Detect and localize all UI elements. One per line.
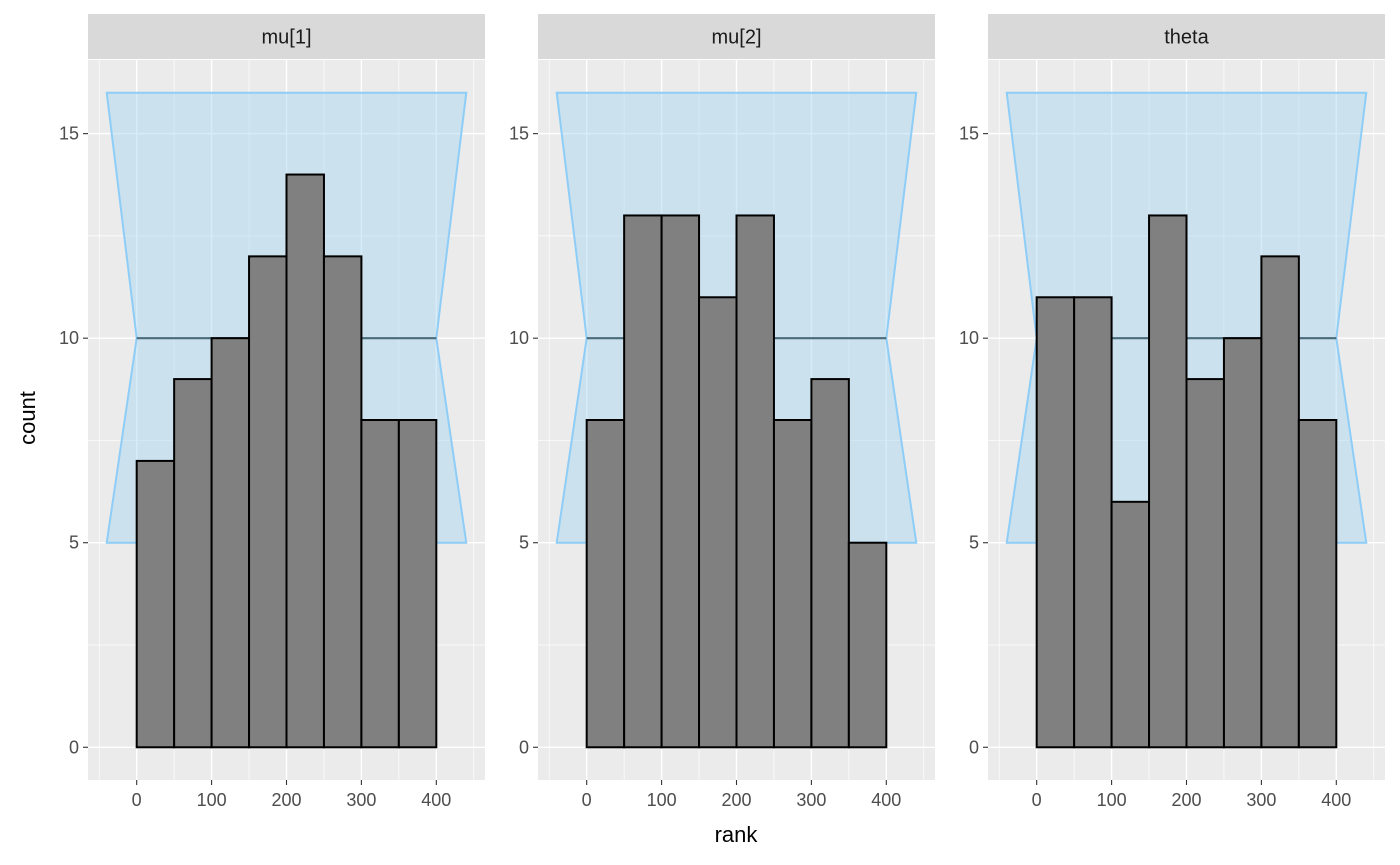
strip-label: mu[1] (261, 27, 311, 49)
y-tick-label: 10 (59, 328, 79, 348)
x-tick-label: 400 (871, 790, 901, 810)
histogram-bar (135, 459, 176, 749)
histogram-bar (1297, 419, 1338, 749)
panel-1: mu[1] 0 100 200 300 400 0 5 10 15 (59, 14, 485, 810)
x-tick-label: 0 (1032, 790, 1042, 810)
strip-label: theta (1164, 27, 1209, 49)
histogram-bar (1185, 378, 1225, 749)
histogram-bar (810, 378, 850, 749)
y-tick-label: 5 (519, 533, 529, 553)
strip-label: mu[2] (711, 27, 761, 49)
histogram-bar (285, 173, 325, 749)
x-axis-title: rank (715, 822, 759, 847)
y-tick-label: 10 (959, 328, 979, 348)
y-tick-label: 10 (509, 328, 529, 348)
histogram-bar (735, 214, 775, 749)
histogram-bar (1260, 255, 1300, 749)
histogram-bar (248, 255, 288, 749)
strip-background (538, 14, 935, 59)
x-tick-label: 100 (647, 790, 677, 810)
x-tick-label: 400 (1321, 790, 1351, 810)
x-tick-label: 200 (271, 790, 301, 810)
histogram-bar (1222, 337, 1263, 749)
histogram-bar (1110, 500, 1151, 749)
x-tick-label: 100 (197, 790, 227, 810)
y-tick-label: 15 (959, 124, 979, 144)
x-tick-label: 400 (421, 790, 451, 810)
histogram-bar (173, 378, 213, 749)
x-tick-label: 200 (721, 790, 751, 810)
x-tick-label: 100 (1097, 790, 1127, 810)
y-tick-label: 5 (69, 533, 79, 553)
y-tick-label: 0 (519, 737, 529, 757)
histogram-bar (698, 296, 738, 749)
histogram-bar (660, 214, 701, 749)
histogram-bar (360, 419, 400, 749)
x-tick-label: 200 (1171, 790, 1201, 810)
y-tick-label: 5 (969, 533, 979, 553)
histogram-bar (585, 419, 626, 749)
histogram-bar (210, 337, 251, 749)
x-tick-label: 0 (582, 790, 592, 810)
x-tick-label: 0 (132, 790, 142, 810)
y-tick-label: 0 (69, 737, 79, 757)
x-tick-label: 300 (796, 790, 826, 810)
histogram-bar (623, 214, 663, 749)
histogram-bar (397, 419, 438, 749)
x-tick-label: 300 (1246, 790, 1276, 810)
panel-3: theta 0 100 200 300 400 0 5 10 15 (959, 14, 1385, 810)
histogram-bar (322, 255, 363, 749)
x-tick-label: 300 (346, 790, 376, 810)
histogram-bar (1035, 296, 1076, 749)
y-tick-label: 15 (59, 124, 79, 144)
histogram-bar (847, 541, 888, 749)
y-tick-label: 15 (509, 124, 529, 144)
histogram-bar (1073, 296, 1113, 749)
y-axis-title: count (15, 391, 40, 445)
y-tick-label: 0 (969, 737, 979, 757)
histogram-bar (772, 419, 813, 749)
strip-background (988, 14, 1385, 59)
strip-background (88, 14, 485, 59)
panel-2: mu[2] 0 100 200 300 400 0 5 10 15 (509, 14, 935, 810)
histogram-bar (1148, 214, 1188, 749)
